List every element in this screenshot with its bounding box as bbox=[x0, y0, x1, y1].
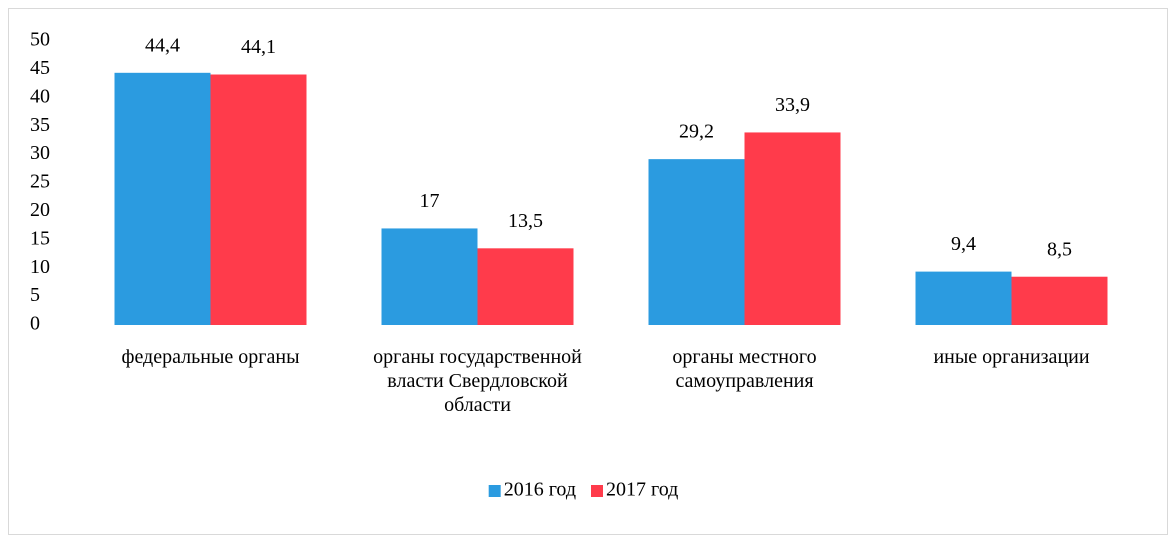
legend-swatch bbox=[488, 485, 501, 497]
bar bbox=[477, 248, 574, 325]
value-label: 44,1 bbox=[241, 36, 276, 58]
x-tick-label-line: органы государственной bbox=[373, 346, 582, 368]
bar bbox=[744, 132, 841, 325]
bar bbox=[114, 72, 211, 325]
y-tick-label: 0 bbox=[30, 313, 40, 335]
legend-label: 2017 год bbox=[606, 479, 678, 501]
y-tick-label: 20 bbox=[30, 199, 50, 221]
bar bbox=[1011, 276, 1108, 325]
legend-label: 2016 год bbox=[504, 479, 576, 501]
x-tick-label-line: самоуправления bbox=[675, 370, 813, 392]
y-tick-label: 30 bbox=[30, 142, 50, 164]
y-tick-label: 45 bbox=[30, 57, 50, 79]
y-tick-label: 40 bbox=[30, 85, 50, 107]
bar bbox=[210, 74, 307, 326]
x-tick-label: федеральные органы bbox=[121, 346, 299, 368]
x-tick-label-line: власти Свердловской bbox=[387, 370, 568, 392]
value-label: 29,2 bbox=[679, 121, 714, 143]
y-tick-label: 35 bbox=[30, 114, 50, 136]
y-tick-label: 50 bbox=[30, 29, 50, 51]
x-tick-label-line: иные организации bbox=[933, 346, 1089, 368]
y-tick-label: 5 bbox=[30, 284, 40, 306]
x-tick-label-line: органы местного bbox=[672, 346, 816, 368]
x-tick-label: иные организации bbox=[933, 346, 1089, 368]
bar bbox=[381, 228, 478, 325]
y-tick-label: 15 bbox=[30, 227, 50, 249]
legend-swatch bbox=[591, 485, 603, 497]
x-tick-label: органы государственной власти Свердловско… bbox=[373, 346, 582, 416]
x-tick-label: органы местного самоуправления bbox=[672, 346, 816, 392]
x-tick-label-line: федеральные органы bbox=[121, 346, 299, 368]
y-tick-label: 10 bbox=[30, 256, 50, 278]
value-label: 17 bbox=[420, 190, 440, 212]
value-label: 13,5 bbox=[508, 210, 543, 232]
value-label: 9,4 bbox=[951, 233, 976, 255]
value-label: 8,5 bbox=[1047, 238, 1072, 260]
bar bbox=[915, 271, 1012, 325]
bar bbox=[648, 159, 745, 325]
value-label: 44,4 bbox=[145, 34, 180, 56]
value-label: 33,9 bbox=[775, 94, 810, 116]
x-tick-label-line: области bbox=[444, 394, 511, 416]
y-tick-label: 25 bbox=[30, 171, 50, 193]
